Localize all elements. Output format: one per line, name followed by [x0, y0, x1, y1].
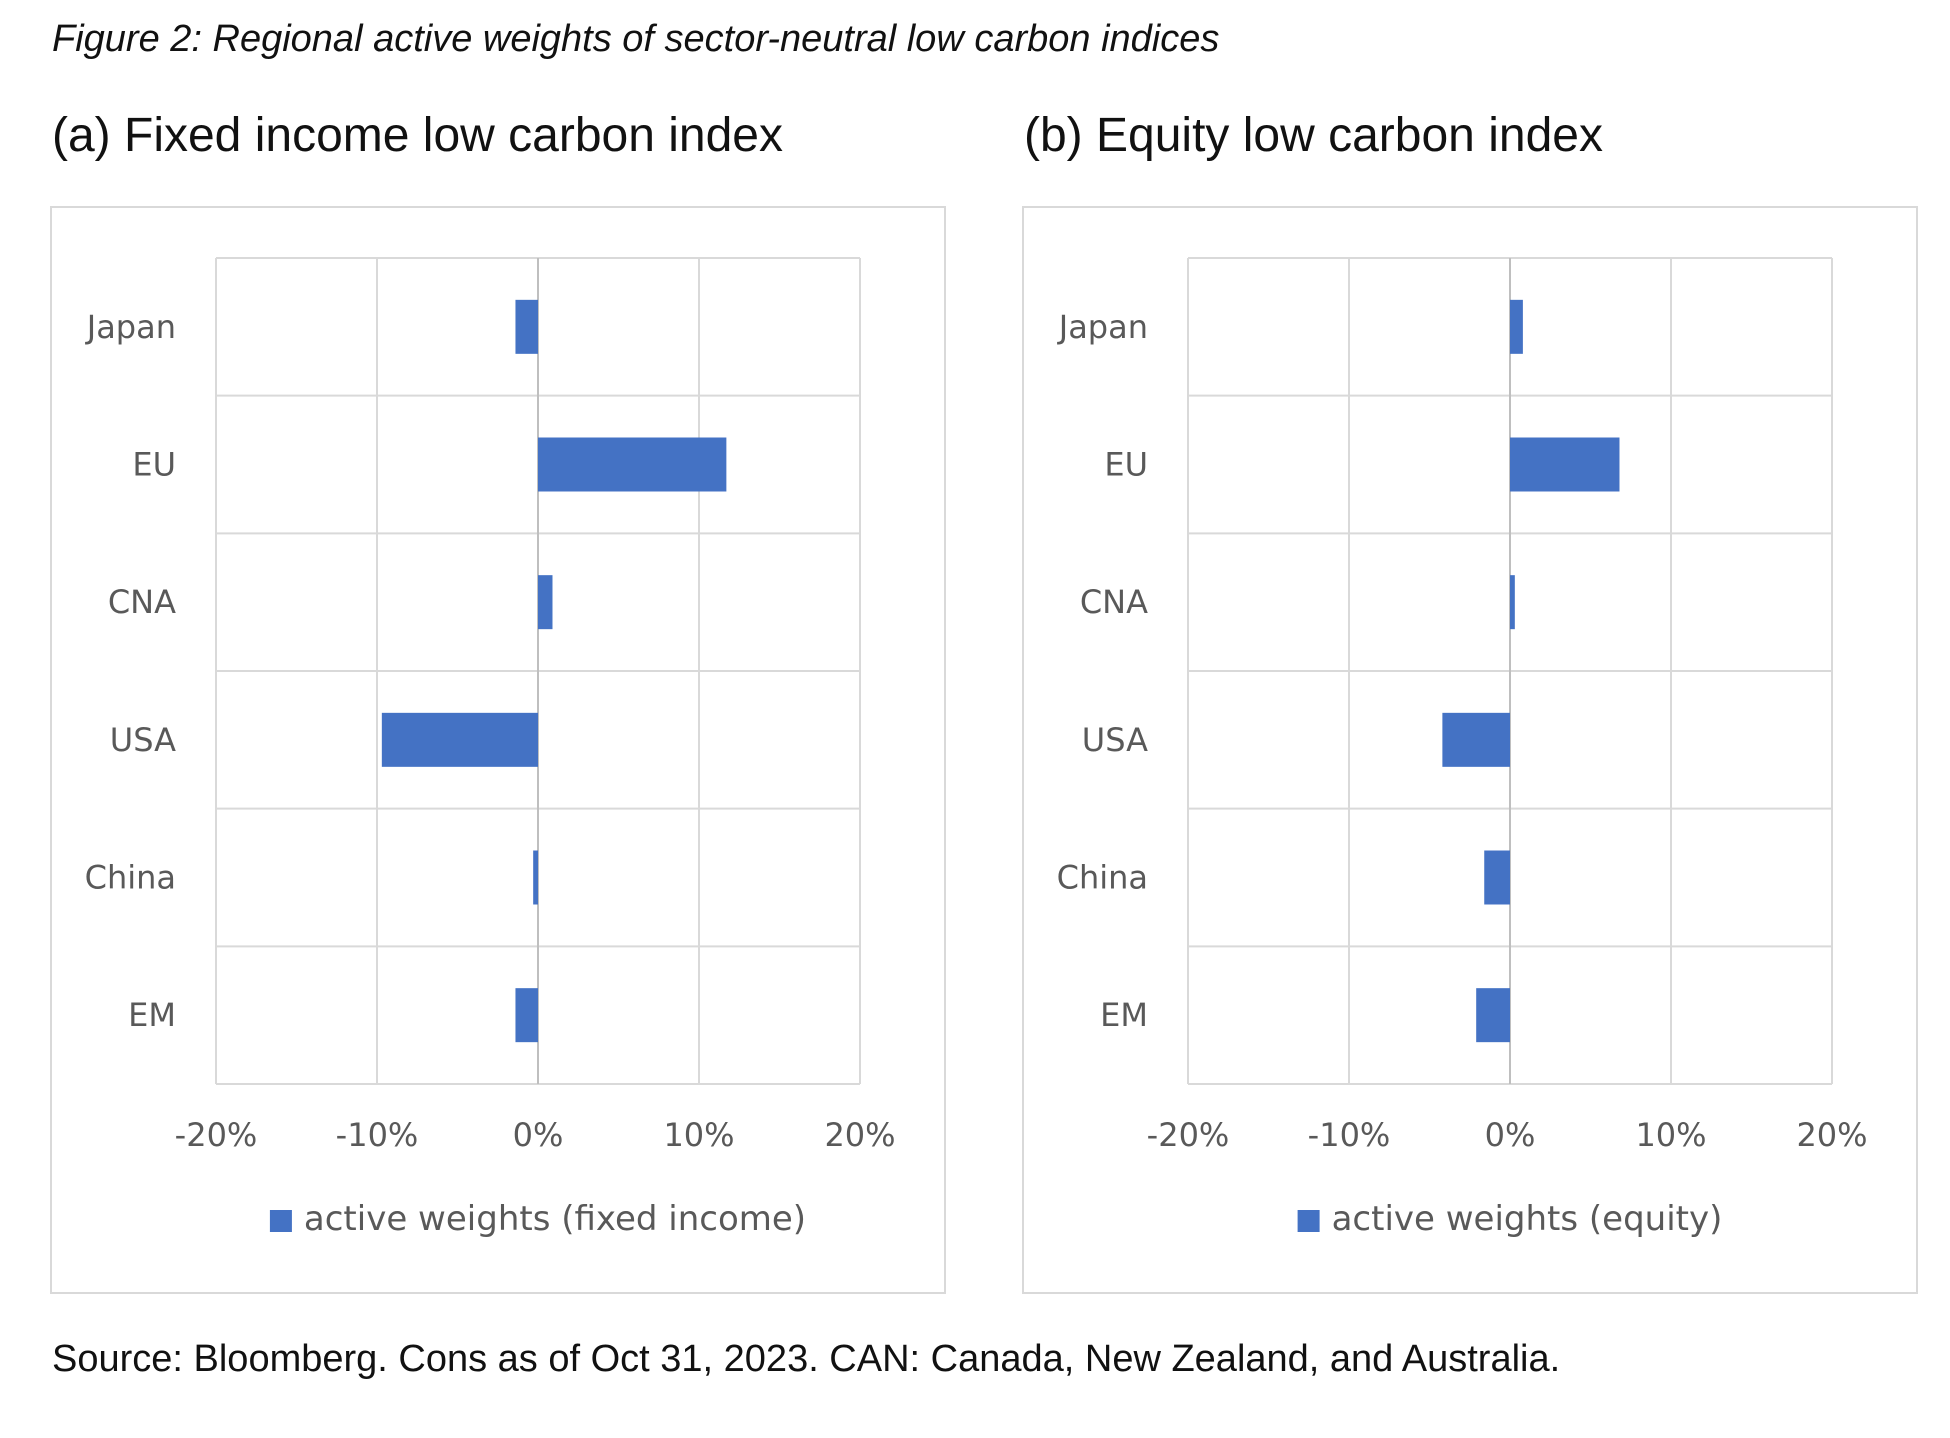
chart-b-category-label: CNA	[1080, 583, 1148, 621]
figure-title: Figure 2: Regional active weights of sec…	[52, 18, 1220, 60]
chart-a-legend: active weights (fixed income)	[269, 1199, 806, 1239]
chart-b-category-label: Japan	[1057, 308, 1148, 346]
chart-a-title: (a) Fixed income low carbon index	[52, 109, 783, 162]
chart-a-category-label: EU	[132, 446, 176, 484]
chart-b-legend-swatch	[1297, 1210, 1320, 1232]
chart-a-legend-swatch	[269, 1210, 292, 1232]
chart-b-bar-japan	[1510, 299, 1523, 354]
chart-a-xtick-label: 0%	[513, 1116, 564, 1154]
chart-a-category-label: CNA	[108, 583, 176, 621]
chart-b-category-label: EU	[1104, 446, 1148, 484]
chart-a-bar-em	[515, 988, 538, 1043]
chart-b-bar-eu	[1510, 437, 1620, 492]
chart-a-category-label: EM	[128, 996, 176, 1034]
chart-a-xtick-label: 20%	[824, 1116, 895, 1154]
chart-b-xtick-label: 10%	[1635, 1116, 1706, 1154]
chart-a-bar-japan	[515, 299, 538, 354]
chart-a-xtick-label: -20%	[175, 1116, 258, 1154]
chart-b-category-label: USA	[1082, 721, 1148, 759]
chart-a-panel: -20% -10% 0% 10% 20% Japan EU CNA USA China EM acti…	[50, 206, 946, 1294]
chart-b-bar-china	[1484, 850, 1510, 905]
chart-b-category-label: China	[1057, 859, 1148, 897]
chart-b-title: (b) Equity low carbon index	[1024, 109, 1603, 162]
source-note: Source: Bloomberg. Cons as of Oct 31, 20…	[52, 1338, 1561, 1380]
chart-a-category-label: China	[85, 859, 176, 897]
chart-a-bar-eu	[538, 437, 727, 492]
chart-a-bar-usa	[381, 712, 538, 767]
chart-b-xtick-label: -10%	[1308, 1116, 1391, 1154]
chart-b-xtick-label: 0%	[1485, 1116, 1536, 1154]
chart-a-bar-china	[533, 850, 538, 905]
chart-b-legend-label: active weights (equity)	[1332, 1199, 1723, 1239]
chart-b-xtick-label: 20%	[1796, 1116, 1867, 1154]
chart-b-category-label: EM	[1100, 996, 1148, 1034]
chart-b-bar-usa	[1442, 712, 1510, 767]
chart-b-bar-em	[1476, 988, 1510, 1043]
chart-a-bar-cna	[538, 575, 553, 630]
chart-b-panel: -20% -10% 0% 10% 20% Japan EU CNA USA China EM acti…	[1022, 206, 1918, 1294]
chart-a-category-label: Japan	[85, 308, 176, 346]
chart-b-legend: active weights (equity)	[1297, 1199, 1723, 1239]
chart-a-xtick-label: -10%	[336, 1116, 419, 1154]
chart-b-xtick-label: -20%	[1147, 1116, 1230, 1154]
chart-b-bar-cna	[1510, 575, 1515, 630]
chart-a-svg: -20% -10% 0% 10% 20% Japan EU CNA USA China EM acti…	[85, 257, 896, 1239]
chart-a-plot: -20% -10% 0% 10% 20% Japan EU CNA USA China EM	[85, 257, 896, 1154]
chart-b-svg: -20% -10% 0% 10% 20% Japan EU CNA USA China EM acti…	[1057, 257, 1868, 1239]
chart-a-xtick-label: 10%	[663, 1116, 734, 1154]
chart-a-category-label: USA	[110, 721, 176, 759]
chart-a-legend-label: active weights (fixed income)	[304, 1199, 806, 1239]
chart-b-plot: -20% -10% 0% 10% 20% Japan EU CNA USA China EM	[1057, 257, 1868, 1154]
